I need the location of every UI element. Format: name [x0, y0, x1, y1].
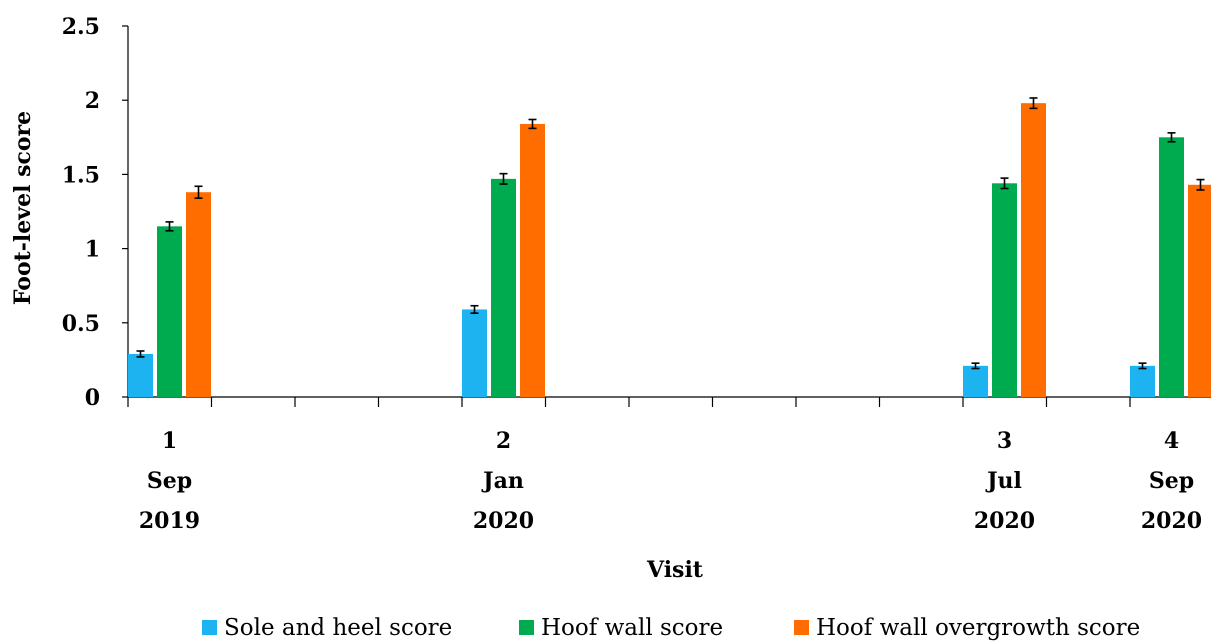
bar	[963, 365, 988, 397]
bar	[992, 183, 1017, 397]
bar	[1130, 365, 1155, 397]
error-bars	[136, 97, 1205, 370]
x-tick-label-year: 2020	[974, 508, 1035, 534]
legend-item: Hoof wall score	[519, 615, 723, 641]
y-axis-title: Foot-level score	[10, 111, 36, 305]
x-tick-label-month: Sep	[147, 468, 192, 494]
legend-swatch	[202, 620, 217, 635]
bar	[462, 309, 487, 397]
bar	[520, 123, 545, 397]
bar	[1188, 184, 1211, 397]
y-tick-label: 2.5	[62, 14, 100, 40]
legend-swatch	[794, 620, 809, 635]
x-axis: 1 Sep 2019 2 Jan 2020 3 Jul 2020 4 Sep 2020	[127, 396, 1211, 534]
x-tick-label-year: 2020	[1141, 508, 1202, 534]
y-tick-label: 1.5	[62, 162, 100, 188]
y-tick-label: 2	[85, 88, 100, 114]
legend-item: Hoof wall overgrowth score	[794, 615, 1140, 641]
y-tick-label: 0.5	[62, 311, 100, 337]
bar	[157, 226, 182, 397]
x-tick-label-month: Jan	[481, 468, 524, 494]
bar	[186, 192, 211, 397]
x-tick-label-year: 2020	[473, 508, 534, 534]
legend-label: Hoof wall overgrowth score	[816, 615, 1140, 641]
y-tick-label: 1	[85, 237, 100, 263]
bar	[128, 353, 153, 397]
x-tick-label-visit: 4	[1164, 428, 1179, 454]
bar	[1159, 137, 1184, 398]
legend-swatch	[519, 620, 534, 635]
legend-label: Sole and heel score	[224, 615, 452, 641]
x-tick-label-month: Sep	[1149, 468, 1194, 494]
legend: Sole and heel score Hoof wall score Hoof w…	[202, 615, 1140, 641]
x-tick-label-month: Jul	[985, 468, 1022, 494]
x-tick-label-visit: 3	[997, 428, 1012, 454]
x-tick-label-visit: 2	[496, 428, 511, 454]
legend-item: Sole and heel score	[202, 615, 452, 641]
x-tick-label-year: 2019	[139, 508, 200, 534]
y-axis: 0 0.5 1 1.5 2 2.5	[62, 14, 129, 411]
x-axis-title: Visit	[646, 557, 704, 583]
legend-label: Hoof wall score	[541, 615, 723, 641]
bar	[1021, 103, 1046, 397]
bar	[491, 178, 516, 397]
y-tick-label: 0	[85, 385, 100, 411]
x-tick-label-visit: 1	[162, 428, 177, 454]
bars	[128, 103, 1211, 398]
